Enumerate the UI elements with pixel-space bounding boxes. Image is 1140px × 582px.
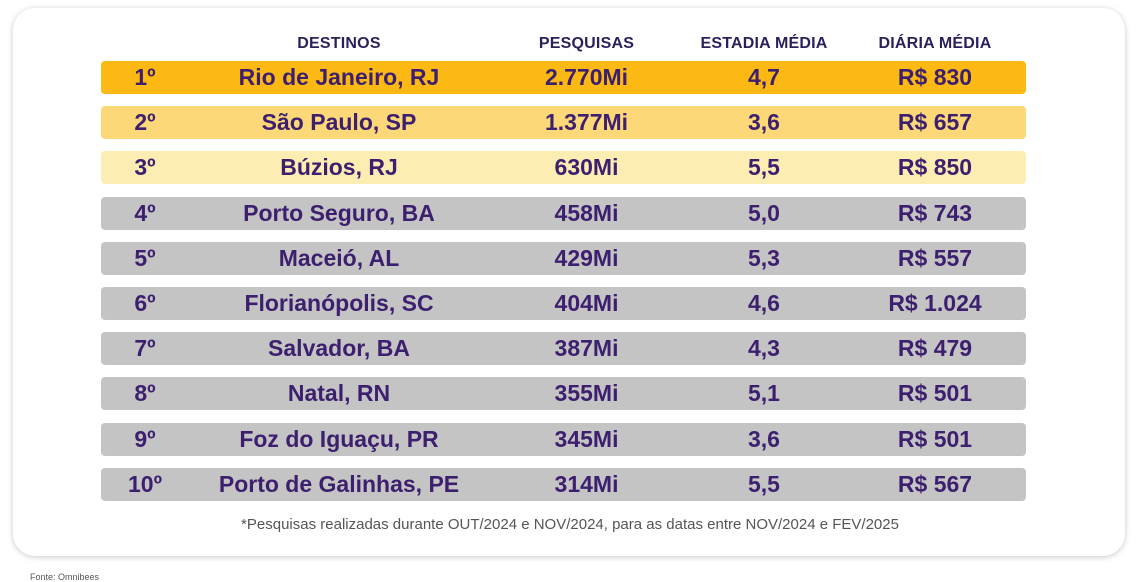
rank-cell: 7º [134,335,156,362]
table-row: 9º Foz do Iguaçu, PR 345Mi 3,6 R$ 501 [101,422,1026,456]
destino-cell: Salvador, BA [268,335,410,362]
table-card [13,8,1125,556]
header-diaria: DIÁRIA MÉDIA [878,35,992,52]
rank-cell: 6º [134,289,156,316]
table-row: 1º Rio de Janeiro, RJ 2.770Mi 4,7 R$ 830 [101,61,1026,94]
diaria-cell: R$ 501 [897,425,973,452]
estadia-cell: 3,6 [748,425,780,452]
pesquisas-cell: 429Mi [554,244,619,271]
table-row: 10º Porto de Galinhas, PE 314Mi 5,5 R$ 567 [101,467,1026,501]
table-row: 7º Salvador, BA 387Mi 4,3 R$ 479 [101,332,1026,366]
pesquisas-cell: 458Mi [554,199,619,226]
rank-cell: 9º [134,425,156,452]
diaria-cell: R$ 657 [897,109,973,136]
rank-cell: 5º [134,244,156,271]
diaria-cell: R$ 830 [897,64,973,90]
estadia-cell: 5,5 [748,470,780,497]
pesquisas-cell: 387Mi [554,335,619,362]
rank-cell: 3º [134,154,156,181]
destino-cell: Maceió, AL [278,244,400,271]
table-row: 5º Maceió, AL 429Mi 5,3 R$ 557 [101,241,1026,275]
table-row: 4º Porto Seguro, BA 458Mi 5,0 R$ 743 [101,196,1026,230]
estadia-cell: 5,0 [748,199,780,226]
diaria-cell: R$ 501 [897,380,973,407]
destino-cell: Porto Seguro, BA [243,199,435,226]
estadia-cell: 5,1 [748,380,780,407]
pesquisas-cell: 1.377Mi [544,109,629,136]
diaria-cell: R$ 479 [897,335,973,362]
estadia-cell: 4,7 [748,64,780,90]
destino-cell: Búzios, RJ [280,154,398,181]
table-row: 6º Florianópolis, SC 404Mi 4,6 R$ 1.024 [101,286,1026,320]
rank-cell: 10º [128,470,162,497]
diaria-cell: R$ 1.024 [888,289,982,316]
destino-cell: Foz do Iguaçu, PR [239,425,439,452]
estadia-cell: 3,6 [748,109,780,136]
estadia-cell: 5,5 [748,154,780,181]
diaria-cell: R$ 743 [897,199,973,226]
footnote: *Pesquisas realizadas durante OUT/2024 e… [241,516,899,533]
table-row: 2º São Paulo, SP 1.377Mi 3,6 R$ 657 [101,106,1026,140]
pesquisas-cell: 2.770Mi [544,64,629,90]
rank-cell: 8º [134,380,156,407]
destino-cell: Porto de Galinhas, PE [218,470,460,497]
table-row: 3º Búzios, RJ 630Mi 5,5 R$ 850 [101,151,1026,185]
header-destinos: DESTINOS [297,35,381,52]
estadia-cell: 4,3 [748,335,780,362]
diaria-cell: R$ 557 [897,244,973,271]
pesquisas-cell: 355Mi [554,380,619,407]
diaria-cell: R$ 850 [897,154,973,181]
pesquisas-cell: 404Mi [554,289,619,316]
pesquisas-cell: 314Mi [554,470,619,497]
source-credit: Fonte: Omnibees [30,572,100,582]
destino-cell: Rio de Janeiro, RJ [238,64,440,90]
pesquisas-cell: 345Mi [554,425,619,452]
diaria-cell: R$ 567 [897,470,973,497]
destino-cell: São Paulo, SP [261,109,417,136]
table-row: 8º Natal, RN 355Mi 5,1 R$ 501 [101,377,1026,411]
estadia-cell: 5,3 [748,244,780,271]
table-header: DESTINOS PESQUISAS ESTADIA MÉDIA DIÁRIA … [101,33,1026,55]
header-estadia: ESTADIA MÉDIA [700,35,828,52]
estadia-cell: 4,6 [748,289,780,316]
header-pesquisas: PESQUISAS [538,35,635,52]
rank-cell: 1º [134,64,156,90]
rank-cell: 2º [134,109,156,136]
destino-cell: Florianópolis, SC [244,289,434,316]
pesquisas-cell: 630Mi [554,154,619,181]
destino-cell: Natal, RN [287,380,391,407]
rank-cell: 4º [134,199,156,226]
table-body: 1º Rio de Janeiro, RJ 2.770Mi 4,7 R$ 830 2º Sã… [101,61,1026,513]
